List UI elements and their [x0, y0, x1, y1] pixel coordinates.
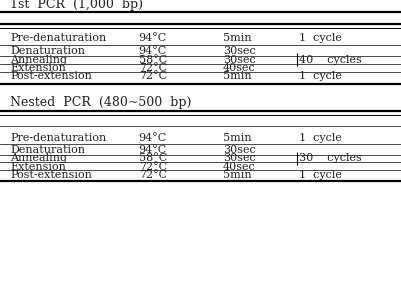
- Text: Annealing: Annealing: [10, 55, 67, 65]
- Text: 94°C: 94°C: [138, 145, 166, 155]
- Text: 40sec: 40sec: [223, 63, 255, 73]
- Text: 40    cycles: 40 cycles: [299, 55, 361, 65]
- Text: Pre-denaturation: Pre-denaturation: [10, 133, 106, 143]
- Text: Pre-denaturation: Pre-denaturation: [10, 33, 106, 43]
- Text: 58°C: 58°C: [138, 55, 166, 65]
- Text: Post-extension: Post-extension: [10, 170, 92, 180]
- Text: 1  cycle: 1 cycle: [299, 71, 342, 81]
- Text: Post-extension: Post-extension: [10, 71, 92, 81]
- Text: 5min: 5min: [223, 133, 251, 143]
- Text: 1  cycle: 1 cycle: [299, 133, 342, 143]
- Text: 30sec: 30sec: [223, 153, 255, 164]
- Text: Annealing: Annealing: [10, 153, 67, 164]
- Text: 5min: 5min: [223, 170, 251, 180]
- Text: 1  cycle: 1 cycle: [299, 33, 342, 43]
- Text: 58°C: 58°C: [138, 153, 166, 164]
- Text: 72°C: 72°C: [138, 71, 166, 81]
- Text: 30    cycles: 30 cycles: [299, 153, 361, 164]
- Text: Denaturation: Denaturation: [10, 145, 85, 155]
- Text: 94°C: 94°C: [138, 133, 166, 143]
- Text: 72°C: 72°C: [138, 161, 166, 172]
- Text: 5min: 5min: [223, 33, 251, 43]
- Text: Nested  PCR  (480~500  bp): Nested PCR (480~500 bp): [10, 96, 191, 109]
- Text: 5min: 5min: [223, 71, 251, 81]
- Text: 1st  PCR  (1,000  bp): 1st PCR (1,000 bp): [10, 0, 143, 11]
- Text: 30sec: 30sec: [223, 46, 255, 57]
- Text: 30sec: 30sec: [223, 145, 255, 155]
- Text: 72°C: 72°C: [138, 170, 166, 180]
- Text: Extension: Extension: [10, 161, 66, 172]
- Text: 1  cycle: 1 cycle: [299, 170, 342, 180]
- Text: 94°C: 94°C: [138, 46, 166, 57]
- Text: 94°C: 94°C: [138, 33, 166, 43]
- Text: 40sec: 40sec: [223, 161, 255, 172]
- Text: Extension: Extension: [10, 63, 66, 73]
- Text: 72°C: 72°C: [138, 63, 166, 73]
- Text: 30sec: 30sec: [223, 55, 255, 65]
- Text: Denaturation: Denaturation: [10, 46, 85, 57]
